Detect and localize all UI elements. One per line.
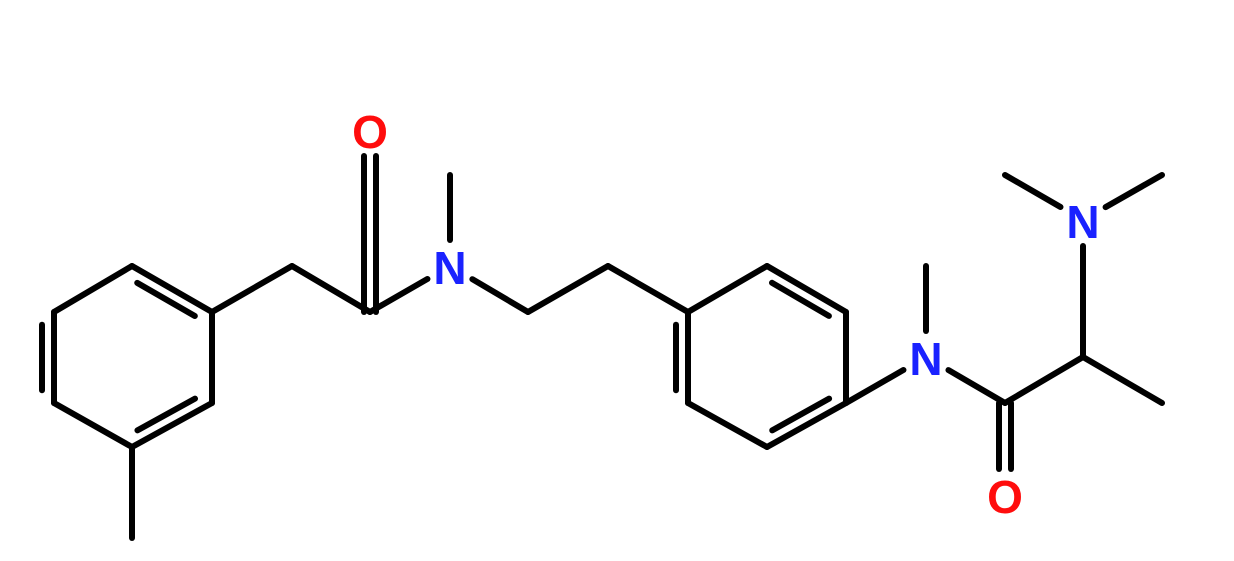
bond — [1083, 357, 1162, 403]
bond — [688, 266, 767, 312]
bond — [688, 403, 767, 447]
bond — [472, 279, 528, 312]
bond — [846, 370, 903, 403]
bond — [1106, 175, 1162, 207]
molecule-diagram: O N N O N — [0, 0, 1234, 561]
atom-label-o: O — [352, 106, 388, 158]
bond — [528, 266, 608, 312]
bond — [54, 403, 132, 447]
bond — [292, 266, 370, 312]
bond — [608, 266, 688, 312]
atom-label-n: N — [433, 242, 466, 294]
bond — [1005, 175, 1060, 207]
bond — [54, 266, 132, 312]
atom-label-n: N — [1066, 196, 1099, 248]
atom-label-n: N — [909, 333, 942, 385]
bond — [948, 370, 1005, 403]
bond — [1005, 357, 1083, 403]
atom-label-o: O — [987, 471, 1023, 523]
bond — [212, 266, 292, 312]
